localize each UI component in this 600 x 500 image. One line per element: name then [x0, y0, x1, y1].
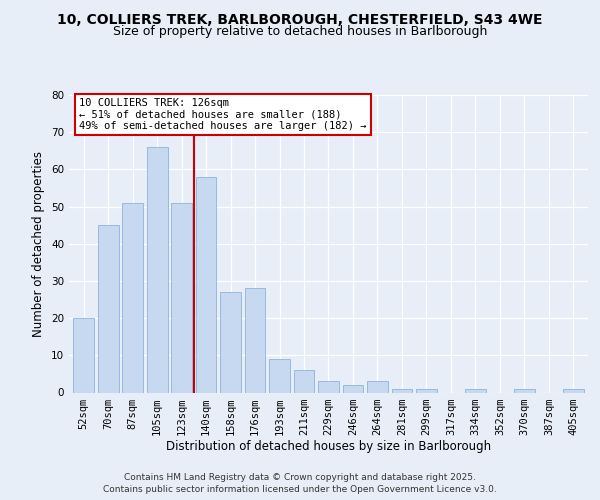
Bar [343, 385, 364, 392]
Bar [147, 147, 167, 392]
Bar [122, 203, 143, 392]
Y-axis label: Number of detached properties: Number of detached properties [32, 151, 46, 337]
Bar [220, 292, 241, 392]
Text: 10 COLLIERS TREK: 126sqm
← 51% of detached houses are smaller (188)
49% of semi-: 10 COLLIERS TREK: 126sqm ← 51% of detach… [79, 98, 367, 131]
Bar [171, 203, 192, 392]
Bar [196, 177, 217, 392]
Bar [563, 389, 584, 392]
Text: Size of property relative to detached houses in Barlborough: Size of property relative to detached ho… [113, 25, 487, 38]
Bar [73, 318, 94, 392]
Bar [245, 288, 265, 393]
Bar [318, 382, 339, 392]
Text: 10, COLLIERS TREK, BARLBOROUGH, CHESTERFIELD, S43 4WE: 10, COLLIERS TREK, BARLBOROUGH, CHESTERF… [57, 12, 543, 26]
Text: Contains HM Land Registry data © Crown copyright and database right 2025.: Contains HM Land Registry data © Crown c… [124, 472, 476, 482]
Bar [392, 389, 412, 392]
Bar [269, 359, 290, 392]
Text: Contains public sector information licensed under the Open Government Licence v3: Contains public sector information licen… [103, 485, 497, 494]
Bar [416, 389, 437, 392]
Bar [98, 225, 119, 392]
Bar [293, 370, 314, 392]
Bar [465, 389, 486, 392]
X-axis label: Distribution of detached houses by size in Barlborough: Distribution of detached houses by size … [166, 440, 491, 454]
Bar [367, 382, 388, 392]
Bar [514, 389, 535, 392]
